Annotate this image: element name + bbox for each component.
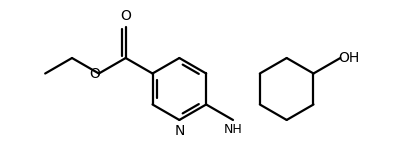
Text: N: N	[174, 124, 184, 138]
Text: O: O	[89, 66, 99, 81]
Text: OH: OH	[338, 51, 360, 65]
Text: O: O	[120, 9, 131, 23]
Text: NH: NH	[224, 123, 242, 136]
